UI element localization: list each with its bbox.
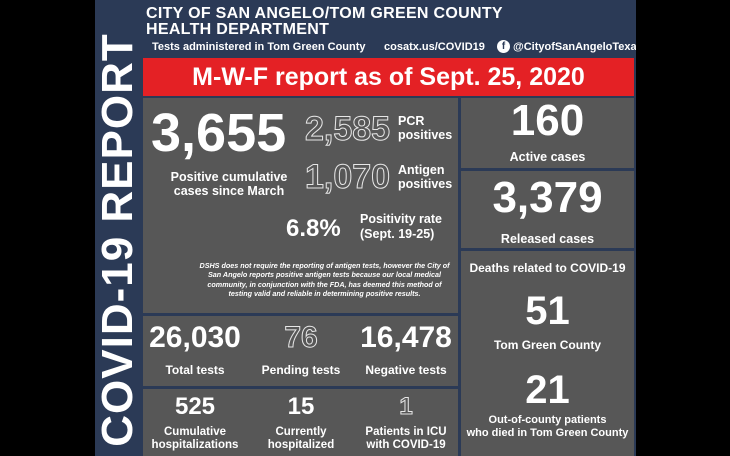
active-cases-panel [461,98,634,168]
note-line1: DSHS does not require the reporting of a… [199,261,450,270]
active-cases-label: Active cases [509,150,586,164]
positivity-label-line1: Positivity rate [360,212,442,226]
header-title-line2: HEALTH DEPARTMENT [146,21,330,38]
report-date-title: M-W-F report as of Sept. 25, 2020 [192,63,585,91]
tests-location-text: Tests administered in Tom Green County [152,41,366,53]
ooc-label-line1: Out-of-county patients [488,414,607,426]
positivity-rate-value: 6.8% [286,215,341,242]
antigen-positives-value: 1,070 [304,158,391,197]
positive-total-label-line2: cases since March [173,184,285,198]
deaths-panel [461,251,634,456]
report-banner: M-W-F report as of Sept. 25, 2020 [143,58,634,96]
pending-tests-label: Pending tests [261,363,341,377]
positive-total-label: Positive cumulative cases since March [151,170,307,198]
facebook-icon: f [497,40,510,53]
note-line2: San Angelo reports positive antigen test… [208,270,441,280]
deaths-heading: Deaths related to COVID-19 [469,261,626,275]
header-title-line1: CITY OF SAN ANGELO/TOM GREEN COUNTY [146,5,503,22]
website-link[interactable]: cosatx.us/COVID19 [384,41,485,53]
deaths-tom-green-label: Tom Green County [493,338,602,352]
header-title: CITY OF SAN ANGELO/TOM GREEN COUNTY HEAL… [146,6,503,38]
icu-label-line1: Patients in ICU [365,426,447,438]
pending-tests-value: 76 [284,321,318,355]
sidebar-title: COVID-19 REPORT [95,33,142,447]
tests-panel [143,316,458,386]
released-cases-label: Released cases [500,232,595,246]
hospital-panel [143,389,458,456]
icu-patients-label: Patients in ICU with COVID-19 [354,426,458,452]
released-cases-value: 3,379 [492,173,603,222]
active-cases-value: 160 [510,96,585,145]
positive-total-label-line1: Positive cumulative [170,170,288,184]
negative-tests-label: Negative tests [365,363,447,377]
facebook-handle[interactable]: @CityofSanAngeloTexas [513,41,636,53]
antigen-positives-label: Antigen positives [398,163,452,191]
antigen-label-line1: Antigen [398,163,445,177]
deaths-tom-green-value: 51 [525,289,570,333]
pcr-label-line1: PCR [398,114,425,128]
currently-hospitalized-value: 15 [287,393,315,420]
positive-total-value: 3,655 [151,103,287,163]
negative-tests-value: 16,478 [360,321,452,354]
current-label-line2: hospitalized [267,439,335,451]
positives-panel [143,98,458,313]
positivity-rate-label: Positivity rate (Sept. 19-25) [360,212,442,242]
icu-patients-value: 1 [399,393,413,421]
sidebar: COVID-19 REPORT [95,0,142,456]
pcr-positives-label: PCR positives [398,114,452,142]
note-line4: testing valid and reliable in determinin… [228,288,421,298]
cumulative-hospitalizations-label: Cumulative hospitalizations [144,426,246,452]
ooc-label-line2: who died in Tom Green County [466,427,629,439]
cumulative-hospitalizations-value: 525 [174,393,216,420]
currently-hospitalized-label: Currently hospitalized [249,426,353,452]
pcr-positives-value: 2,585 [304,110,391,149]
pcr-label-line2: positives [398,128,453,142]
deaths-out-of-county-label: Out-of-county patients who died in Tom G… [461,414,634,440]
deaths-out-of-county-value: 21 [525,368,570,412]
current-label-line1: Currently [275,426,327,438]
cumulative-label-line1: Cumulative [164,426,226,438]
positivity-label-line2: (Sept. 19-25) [360,227,435,241]
cumulative-label-line2: hospitalizations [151,439,239,451]
released-cases-panel [461,171,634,248]
note-line3: community, in conjunction with the FDA, … [207,279,442,289]
icu-label-line2: with COVID-19 [366,439,446,451]
antigen-label-line2: positives [398,177,453,191]
total-tests-value: 26,030 [149,321,241,354]
total-tests-label: Total tests [165,363,225,377]
covid-report-graphic: COVID-19 REPORT CITY OF SAN ANGELO/TOM G… [95,0,636,456]
antigen-reporting-note: DSHS does not require the reporting of a… [152,261,497,298]
